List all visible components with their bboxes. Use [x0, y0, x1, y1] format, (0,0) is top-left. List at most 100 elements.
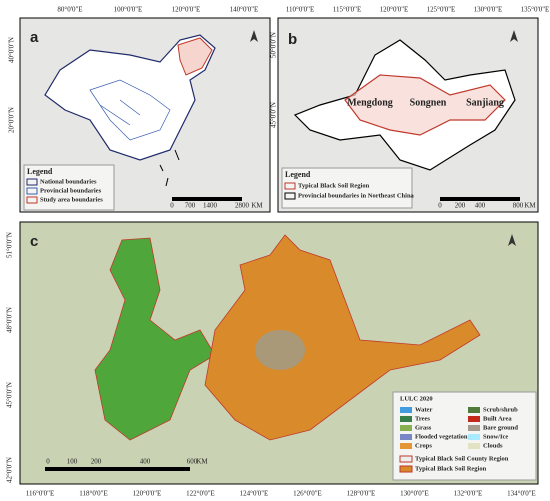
songnen-sanjiang-area — [204, 234, 481, 441]
legend-label: Built Area — [483, 415, 512, 422]
black-soil-region — [344, 74, 506, 136]
legend-label: Typical Black Soil Region — [415, 465, 487, 472]
scale-label: KM — [251, 202, 263, 210]
scale-label: 0 — [170, 202, 174, 210]
legend-label: Water — [415, 406, 432, 413]
lon-label: 122°0'0"E — [186, 490, 215, 498]
legend-label: Crops — [415, 442, 432, 449]
lat-label: 42°0'0"N — [6, 457, 14, 483]
legend-swatch — [468, 425, 480, 431]
legend-label: Study area boundaries — [40, 196, 103, 203]
panel-label: c — [30, 233, 38, 250]
legend-title: Legend — [285, 170, 311, 179]
legend-swatch — [284, 182, 296, 190]
panel-label: a — [30, 29, 39, 46]
lon-label: 110°0'0"E — [286, 6, 314, 14]
legend-swatch — [26, 187, 38, 195]
lon-label: 126°0'0"E — [293, 490, 322, 498]
scale-label: 700 — [185, 202, 196, 210]
legend-label: Trees — [415, 415, 430, 422]
mengdong-area — [94, 237, 216, 441]
legend-label: Clouds — [483, 442, 503, 449]
lat-label: 20°0'0"N — [8, 107, 16, 133]
legend-title: LULC 2020 — [400, 395, 433, 402]
legend-swatch — [468, 434, 480, 440]
region-label: Sanjiang — [466, 97, 504, 108]
lon-label: 140°0'0"E — [230, 6, 259, 14]
panel-label: b — [288, 31, 297, 48]
scale-label: 0 — [46, 458, 50, 466]
scale-label: 400 — [475, 202, 486, 210]
legend-label: Flooded vegetation — [415, 433, 468, 440]
scale-label: KM — [524, 202, 536, 210]
scale-label: 100 — [67, 458, 78, 466]
legend-swatch — [400, 425, 412, 431]
lon-label: 120°0'0"E — [172, 6, 201, 14]
lon-label: 130°0'0"E — [474, 6, 503, 14]
lon-label: 124°0'0"E — [240, 490, 269, 498]
scale-label: 800 — [513, 202, 524, 210]
scale-bar-a — [172, 197, 242, 201]
north-arrow — [510, 30, 518, 42]
provinces — [89, 79, 171, 141]
scale-bar-c — [45, 467, 190, 471]
lon-label: 120°0'0"E — [380, 6, 409, 14]
lon-label: 80°0'0"E — [57, 6, 82, 14]
lat-label: 51°0'0"N — [6, 232, 14, 258]
region-label: Songnen — [410, 97, 447, 108]
lat-label: 50°0'0"N — [270, 32, 278, 58]
scale-bar-b — [440, 197, 520, 201]
legend-b-box — [281, 167, 413, 209]
study-area — [177, 37, 213, 76]
legend-label: Scrub/shrub — [483, 406, 518, 413]
scale-label: KM — [196, 458, 208, 466]
legend-label: Provincial boundaries in Northeast China — [298, 192, 415, 199]
legend-label: Typical Black Soil Region — [298, 182, 370, 189]
lon-label: 128°0'0"E — [347, 490, 376, 498]
lon-label: 118°0'0"E — [79, 490, 107, 498]
scale-label: 200 — [91, 458, 102, 466]
north-arrow — [508, 234, 516, 246]
legend-swatch — [400, 416, 412, 422]
lon-label: 115°0'0"E — [333, 6, 361, 14]
scale-label: 200 — [455, 202, 466, 210]
china-outline — [44, 34, 216, 161]
legend-title: Legend — [27, 167, 53, 176]
legend-swatch — [26, 196, 38, 204]
lon-label: 100°0'0"E — [114, 6, 143, 14]
legend-swatch — [468, 443, 480, 449]
water-area — [255, 330, 305, 370]
scale-label: 1400 — [203, 202, 218, 210]
lon-label: 120°0'0"E — [133, 490, 162, 498]
lon-label: 135°0'0"E — [521, 6, 550, 14]
lat-label: 40°0'0"N — [8, 37, 16, 63]
north-arrow — [250, 30, 258, 42]
islands — [159, 149, 180, 187]
lat-label: 48°0'0"N — [6, 307, 14, 333]
legend-swatch — [468, 407, 480, 413]
scale-label: 2800 — [235, 202, 250, 210]
legend-swatch — [400, 443, 412, 449]
scale-label: 400 — [140, 458, 151, 466]
lon-label: 130°0'0"E — [400, 490, 429, 498]
legend-c-box — [392, 391, 537, 481]
lon-label: 116°0'0"E — [26, 490, 54, 498]
legend-swatch — [399, 455, 413, 463]
scale-label: 0 — [438, 202, 442, 210]
lat-label: 45°0'0"N — [6, 382, 14, 408]
legend-swatch — [468, 416, 480, 422]
lon-label: 125°0'0"E — [427, 6, 456, 14]
legend-label: National boundaries — [40, 178, 97, 185]
region-label: Mengdong — [347, 97, 393, 108]
legend-swatch — [26, 178, 38, 186]
legend-label: Provincial boundaries — [40, 187, 102, 194]
legend-swatch — [284, 192, 296, 200]
legend-label: Bare ground — [483, 424, 518, 431]
legend-swatch — [399, 465, 413, 473]
legend-a-box — [23, 164, 115, 211]
lon-label: 134°0'0"E — [507, 490, 536, 498]
lat-label: 45°0'0"N — [270, 102, 278, 128]
legend-swatch — [400, 407, 412, 413]
